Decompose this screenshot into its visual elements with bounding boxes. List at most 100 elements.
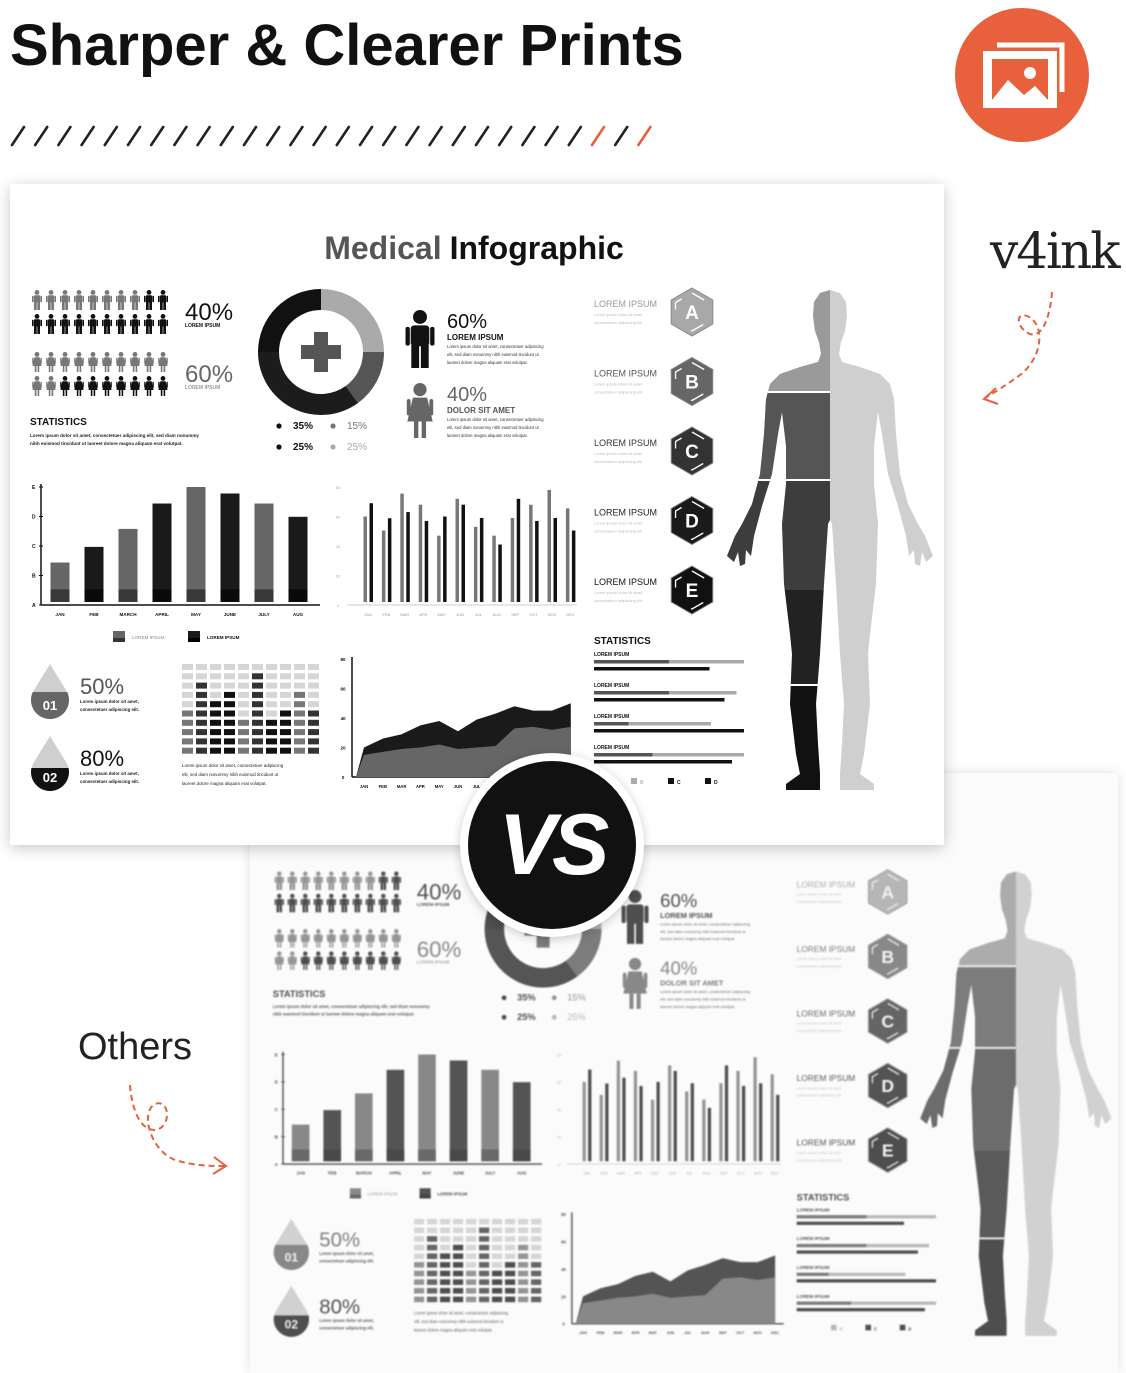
leg: [420, 344, 429, 368]
drop-icon: [31, 736, 69, 792]
woman-icon: [352, 951, 362, 970]
arm: [116, 357, 118, 364]
leg: [396, 942, 399, 948]
bar: [473, 526, 478, 602]
gender-text: elit, sed diam nonummy nibh euismod tinc…: [447, 425, 540, 430]
grid-cell: [478, 1227, 490, 1234]
arm: [405, 326, 410, 346]
gender-text: laoreet dolore magna aliquam erat volutp…: [447, 433, 528, 438]
head: [394, 893, 399, 899]
leg: [276, 904, 280, 913]
arm: [347, 899, 349, 906]
grid-cell: [308, 710, 319, 717]
drop-text: consectetuer adipiscing elit.: [80, 779, 139, 784]
arm: [321, 934, 323, 941]
torso: [103, 319, 111, 327]
torso: [159, 319, 167, 327]
arm: [391, 934, 394, 941]
bar: [588, 1069, 592, 1162]
leg: [342, 942, 344, 948]
y-tick-label: 40: [336, 544, 341, 549]
grid-cell: [518, 1279, 529, 1285]
leg: [118, 326, 121, 334]
bar: [685, 1091, 689, 1162]
hexagon-text: Lorem ipsum dolor sit amet: [797, 1151, 842, 1155]
leg: [413, 421, 419, 438]
hexagon-highlight: [674, 500, 710, 541]
arm: [46, 295, 48, 303]
head: [342, 951, 347, 956]
legend-label: B: [640, 780, 644, 786]
head: [303, 893, 308, 899]
grid-cell: [439, 1270, 451, 1277]
sun-icon: [1024, 67, 1036, 79]
grid-cell: [465, 1287, 477, 1294]
leg: [383, 942, 386, 948]
slash-mark: [173, 125, 188, 147]
legend-dot: [501, 1014, 507, 1020]
leg: [396, 882, 400, 891]
bar: [633, 1070, 638, 1162]
man-icon: [116, 314, 126, 334]
grid-cell: [224, 729, 235, 736]
grid-cell: [252, 738, 263, 745]
grid-cell: [439, 1218, 451, 1225]
hexagon-letter: E: [882, 1141, 894, 1161]
people-percent: 60%: [185, 361, 233, 388]
grid-cell: [252, 729, 263, 736]
leg: [279, 882, 283, 891]
torso: [276, 898, 283, 906]
leg: [51, 390, 54, 396]
leg: [279, 964, 282, 970]
grid-cell: [531, 1244, 542, 1251]
head: [62, 314, 68, 319]
woman-icon: [300, 951, 310, 970]
bar: [770, 1074, 774, 1162]
grid-cell: [505, 1296, 516, 1303]
grid-cell: [252, 701, 263, 708]
x-tick-label: APR: [419, 612, 427, 617]
hexagon-text: Lorem ipsum dolor sit amet: [594, 590, 643, 595]
grid-cell: [210, 747, 221, 754]
leg: [132, 366, 135, 372]
hexagon-text: Lorem ipsum dolor sit amet: [797, 893, 842, 897]
hexagon-highlight: [871, 1067, 904, 1104]
arm: [124, 381, 126, 388]
x-tick-label: MARCH: [119, 612, 137, 617]
people-group: [274, 871, 401, 913]
man-icon: [300, 871, 310, 891]
leg: [305, 904, 309, 913]
bar: [406, 512, 410, 602]
arm: [644, 905, 649, 924]
arm: [158, 381, 160, 388]
head: [118, 314, 124, 319]
grid-cell: [280, 719, 291, 726]
leg: [318, 964, 321, 970]
hexagon-highlight: [674, 292, 710, 332]
bar: [605, 1083, 609, 1162]
bar: [776, 1094, 780, 1162]
leg: [328, 882, 332, 891]
leg: [132, 326, 135, 334]
arm: [152, 381, 154, 388]
donut-legend-label: 35%: [517, 993, 536, 1003]
arm: [352, 899, 355, 906]
leg: [34, 326, 37, 334]
arm: [282, 956, 284, 963]
grid-cell: [426, 1279, 438, 1285]
bar-base: [512, 1149, 531, 1162]
dress: [60, 357, 70, 366]
head: [277, 871, 282, 876]
grid-cell: [452, 1227, 464, 1234]
x-tick-label: MAY: [651, 1171, 659, 1175]
arm: [326, 876, 329, 883]
leg: [318, 942, 321, 948]
body-segment: [920, 871, 1016, 967]
hexagon-highlight: [871, 1131, 904, 1169]
y-tick-label: 80: [340, 657, 346, 662]
grid-cell: [531, 1236, 542, 1242]
v4ink-print-sample: Medical Infographic 40% LOREM IPSUM 60% LOREM…: [10, 184, 944, 845]
hexagon-highlight: [871, 873, 904, 911]
grid-cell: [452, 1244, 464, 1251]
torso: [315, 876, 322, 884]
